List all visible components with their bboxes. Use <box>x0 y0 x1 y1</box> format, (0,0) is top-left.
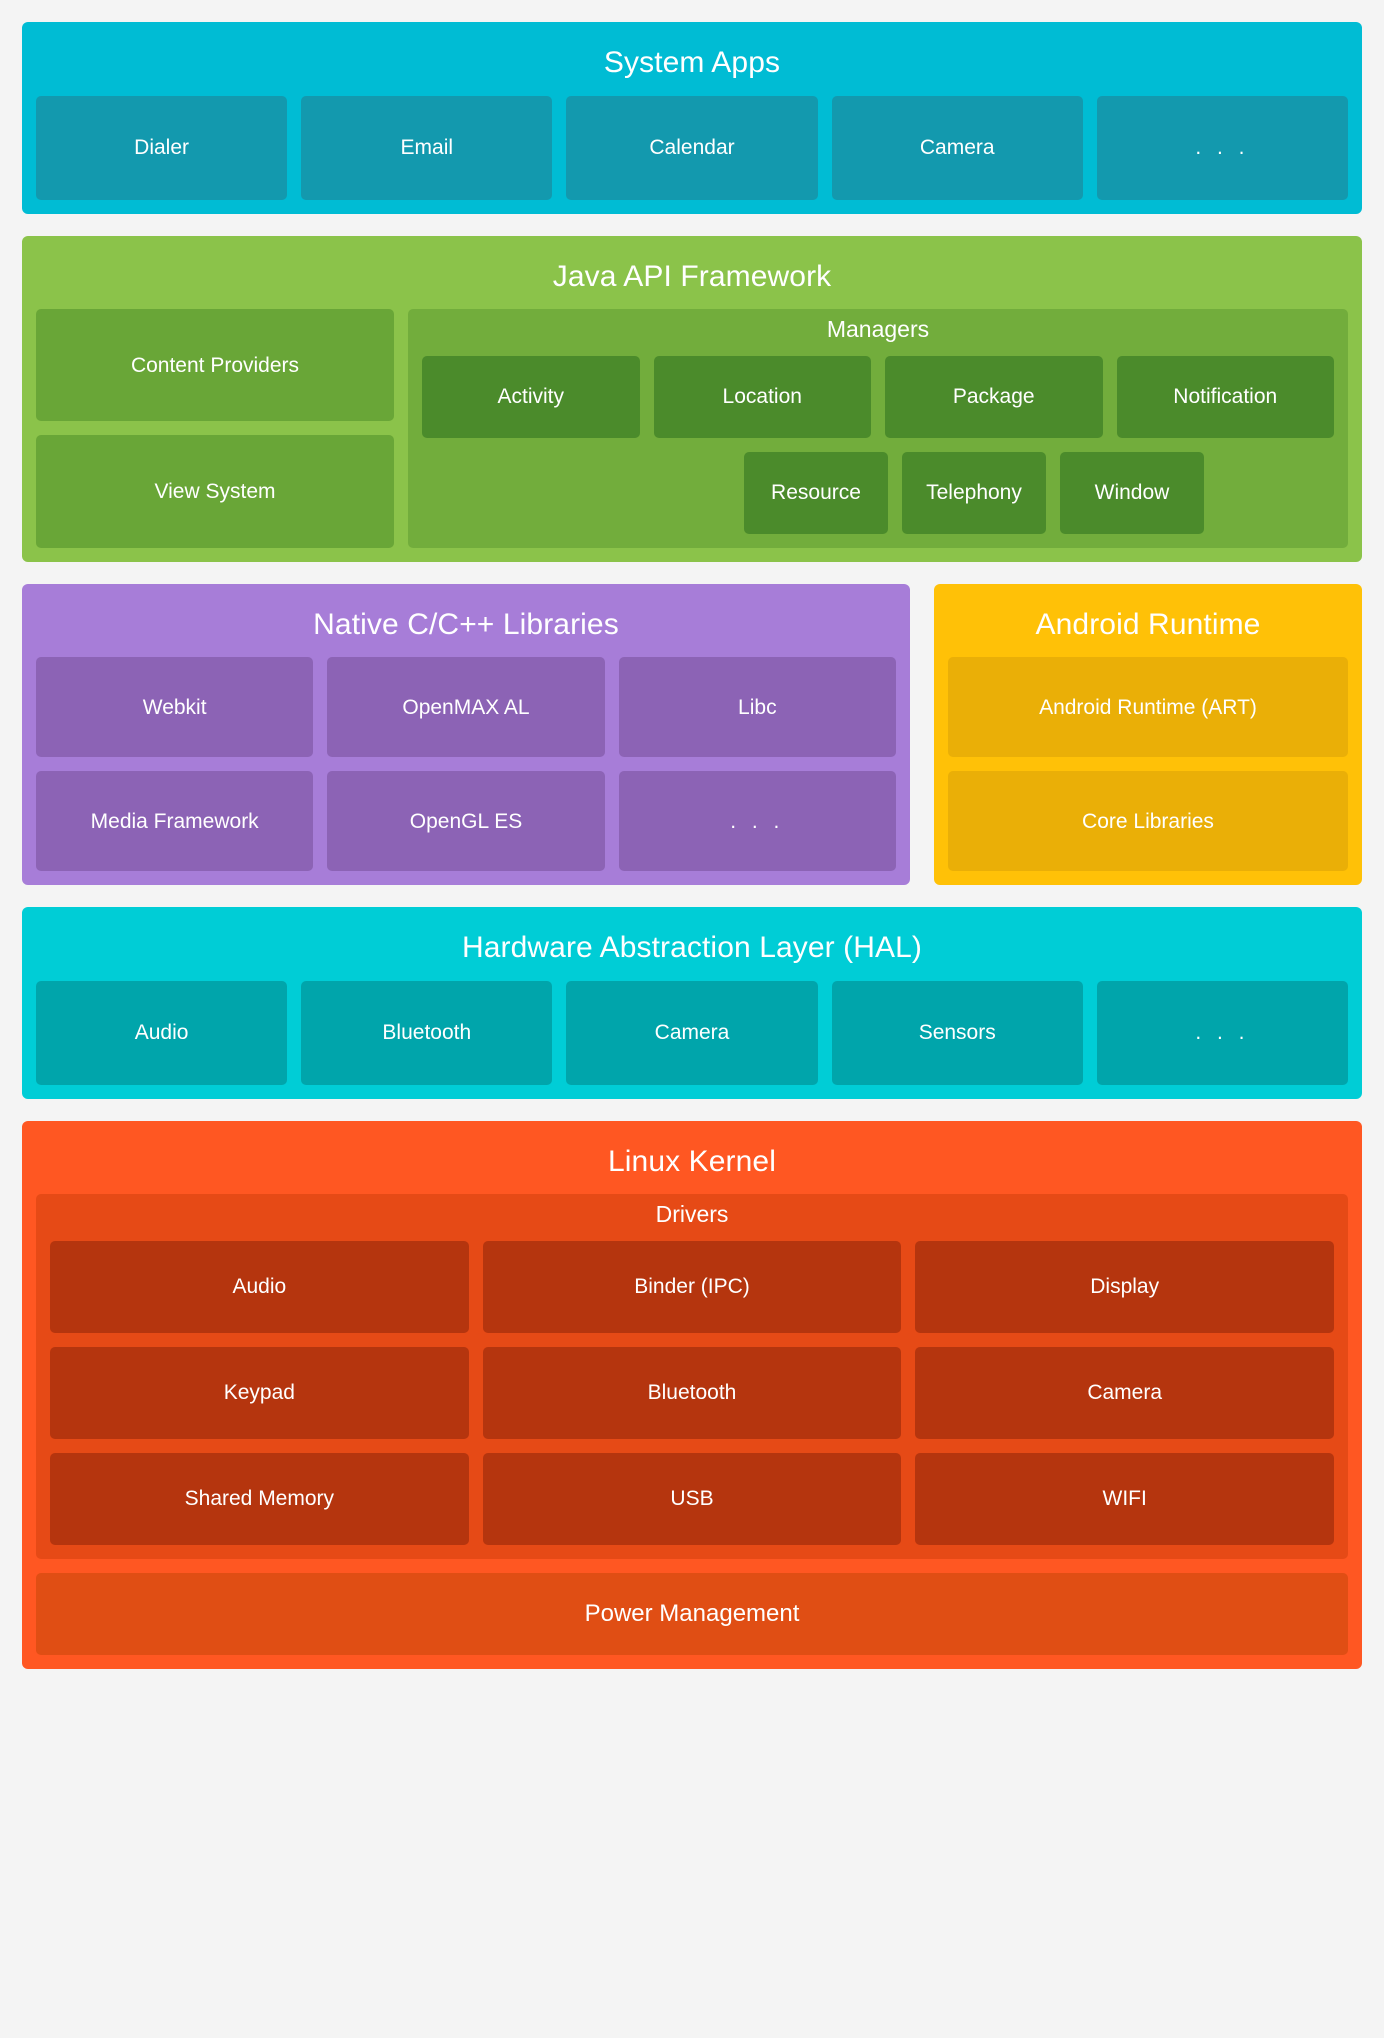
android-runtime-row-2: Core Libraries <box>948 771 1348 872</box>
power-management-box[interactable]: Power Management <box>36 1572 1348 1655</box>
native-libs-row-1: Webkit OpenMAX AL Libc <box>36 657 896 758</box>
manager-location[interactable]: Location <box>653 355 871 438</box>
manager-notification[interactable]: Notification <box>1116 355 1334 438</box>
layer-hardware-abstraction: Hardware Abstraction Layer (HAL) Audio B… <box>22 907 1362 1099</box>
hal-camera[interactable]: Camera <box>566 980 818 1085</box>
layer-java-api-framework: Java API Framework Content Providers Vie… <box>22 235 1362 562</box>
lib-opengl-es[interactable]: OpenGL ES <box>327 771 605 872</box>
drivers-panel: Drivers Audio Binder (IPC) Display Keypa… <box>36 1194 1348 1559</box>
view-system-box[interactable]: View System <box>36 435 394 548</box>
manager-resource[interactable]: Resource <box>744 451 888 534</box>
driver-wifi[interactable]: WIFI <box>915 1452 1335 1545</box>
layer-title-android-runtime: Android Runtime <box>1035 607 1261 641</box>
hal-audio[interactable]: Audio <box>36 980 288 1085</box>
manager-window[interactable]: Window <box>1060 451 1204 534</box>
managers-row-1: Activity Location Package Notification <box>422 355 1334 438</box>
runtime-art[interactable]: Android Runtime (ART) <box>948 657 1348 758</box>
driver-bluetooth[interactable]: Bluetooth <box>482 1346 902 1439</box>
driver-display[interactable]: Display <box>915 1240 1335 1333</box>
hal-bluetooth[interactable]: Bluetooth <box>301 980 553 1085</box>
app-dialer[interactable]: Dialer <box>36 95 288 200</box>
manager-activity[interactable]: Activity <box>422 355 640 438</box>
layer-native-c-cpp-libraries: Native C/C++ Libraries Webkit OpenMAX AL… <box>22 583 910 886</box>
layer-title-java-api-framework: Java API Framework <box>552 259 832 293</box>
driver-shared-memory[interactable]: Shared Memory <box>50 1452 469 1545</box>
app-camera[interactable]: Camera <box>831 95 1083 200</box>
layer-linux-kernel: Linux Kernel Drivers Audio Binder (IPC) … <box>22 1120 1362 1669</box>
native-libs-row-2: Media Framework OpenGL ES . . . <box>36 771 896 872</box>
content-providers-box[interactable]: Content Providers <box>36 309 394 422</box>
native-and-runtime-band: Native C/C++ Libraries Webkit OpenMAX AL… <box>22 583 1362 886</box>
app-calendar[interactable]: Calendar <box>566 95 818 200</box>
android-runtime-row-1: Android Runtime (ART) <box>948 657 1348 758</box>
driver-usb[interactable]: USB <box>482 1452 902 1545</box>
managers-row-2-spacer <box>1218 452 1334 534</box>
managers-title: Managers <box>826 316 930 342</box>
app-more-ellipsis[interactable]: . . . <box>1096 95 1349 200</box>
java-api-body: Content Providers View System Managers A… <box>36 309 1348 548</box>
manager-package[interactable]: Package <box>885 355 1103 438</box>
managers-panel: Managers Activity Location Package Notif… <box>408 309 1348 548</box>
layer-android-runtime: Android Runtime Android Runtime (ART) Co… <box>934 583 1362 886</box>
drivers-title: Drivers <box>655 1201 729 1228</box>
runtime-core-libraries[interactable]: Core Libraries <box>948 771 1348 872</box>
layer-title-linux-kernel: Linux Kernel <box>608 1144 776 1178</box>
drivers-row-3: Shared Memory USB WIFI <box>50 1452 1335 1545</box>
layer-title-system-apps: System Apps <box>603 46 781 79</box>
layer-system-apps: System Apps Dialer Email Calendar Camera… <box>22 22 1362 214</box>
drivers-row-2: Keypad Bluetooth Camera <box>50 1346 1335 1439</box>
app-email[interactable]: Email <box>301 95 553 200</box>
manager-telephony[interactable]: Telephony <box>902 451 1046 534</box>
layer-title-hal: Hardware Abstraction Layer (HAL) <box>461 931 923 965</box>
driver-keypad[interactable]: Keypad <box>50 1346 469 1439</box>
lib-media-framework[interactable]: Media Framework <box>36 771 314 872</box>
java-api-left-column: Content Providers View System <box>36 309 394 548</box>
hal-more-ellipsis[interactable]: . . . <box>1096 980 1349 1085</box>
layer-title-native-libraries: Native C/C++ Libraries <box>313 607 619 641</box>
hal-row: Audio Bluetooth Camera Sensors . . . <box>36 980 1349 1085</box>
driver-audio[interactable]: Audio <box>50 1240 469 1333</box>
hal-sensors[interactable]: Sensors <box>831 980 1083 1085</box>
lib-libc[interactable]: Libc <box>618 657 896 758</box>
driver-binder-ipc[interactable]: Binder (IPC) <box>482 1240 902 1333</box>
managers-row-2: Resource Telephony Window <box>422 451 1334 534</box>
lib-more-ellipsis[interactable]: . . . <box>618 771 896 872</box>
lib-webkit[interactable]: Webkit <box>36 657 314 758</box>
driver-camera[interactable]: Camera <box>915 1346 1335 1439</box>
lib-openmax-al[interactable]: OpenMAX AL <box>327 657 605 758</box>
system-apps-row: Dialer Email Calendar Camera . . . <box>36 95 1349 200</box>
drivers-row-1: Audio Binder (IPC) Display <box>50 1240 1335 1333</box>
